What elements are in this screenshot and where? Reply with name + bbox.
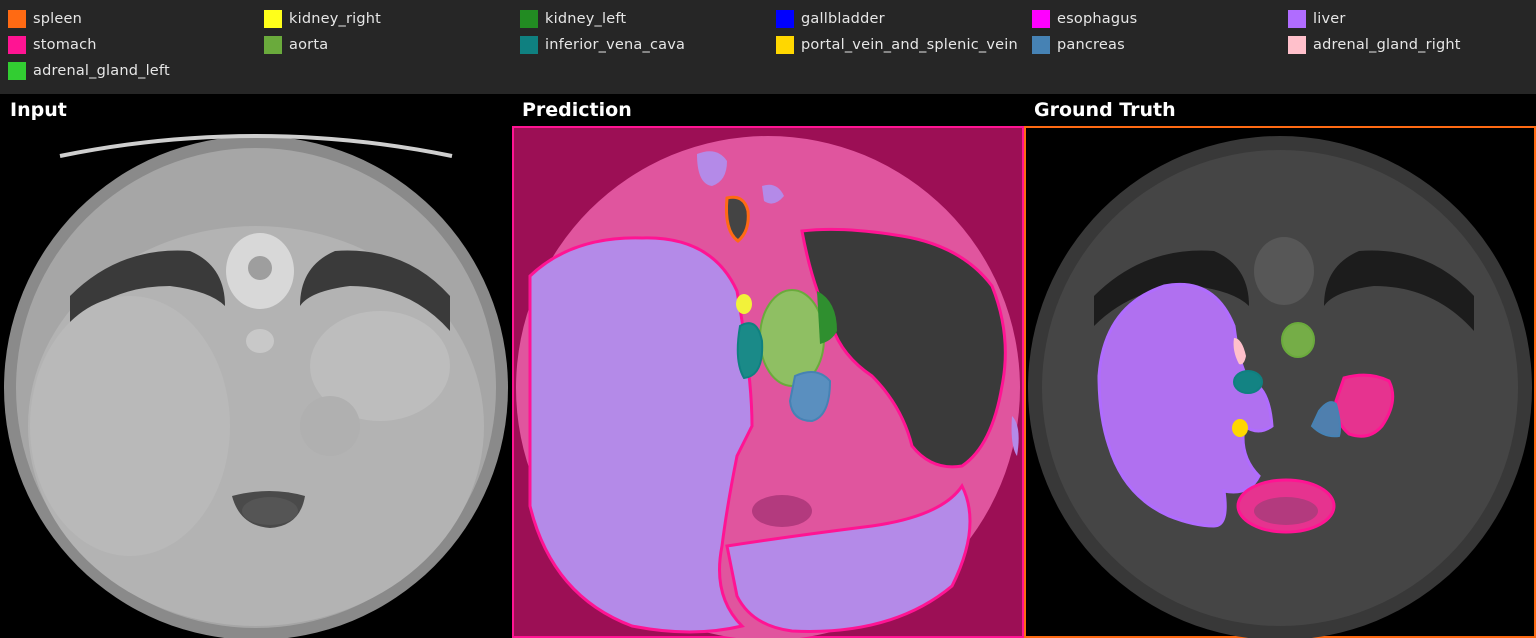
legend-label: spleen	[33, 11, 83, 27]
legend-label: portal_vein_and_splenic_vein	[801, 37, 1018, 53]
legend-swatch	[520, 36, 538, 54]
legend-label: kidney_right	[289, 11, 382, 27]
legend-swatch	[1288, 10, 1306, 28]
legend-label: gallbladder	[801, 11, 885, 27]
legend-item-portal-vein-and-splenic-vein: portal_vein_and_splenic_vein	[776, 35, 1018, 55]
ground-truth-title: Ground Truth	[1034, 99, 1176, 121]
legend-label: liver	[1313, 11, 1346, 27]
legend-item-esophagus: esophagus	[1032, 9, 1137, 29]
legend-label: stomach	[33, 37, 97, 53]
legend-item-gallbladder: gallbladder	[776, 9, 885, 29]
legend-label: pancreas	[1057, 37, 1125, 53]
legend-label: kidney_left	[545, 11, 627, 27]
ground-truth-overlay-image	[1024, 126, 1536, 638]
legend-label: esophagus	[1057, 11, 1138, 27]
legend-swatch	[8, 62, 26, 80]
legend-item-spleen: spleen	[8, 9, 82, 29]
legend-swatch	[264, 10, 282, 28]
legend-item-inferior-vena-cava: inferior_vena_cava	[520, 35, 685, 55]
legend-item-adrenal-gland-right: adrenal_gland_right	[1288, 35, 1461, 55]
legend-label: adrenal_gland_left	[33, 63, 170, 79]
legend-item-aorta: aorta	[264, 35, 328, 55]
legend-swatch	[8, 36, 26, 54]
prediction-panel	[512, 126, 1024, 638]
legend-item-kidney-left: kidney_left	[520, 9, 626, 29]
legend-swatch	[264, 36, 282, 54]
legend-item-kidney-right: kidney_right	[264, 9, 381, 29]
legend-swatch	[776, 36, 794, 54]
input-ct-image	[0, 126, 512, 638]
legend-item-pancreas: pancreas	[1032, 35, 1125, 55]
ground-truth-panel	[1024, 126, 1536, 638]
legend-label: adrenal_gland_right	[1313, 37, 1461, 53]
legend-label: inferior_vena_cava	[545, 37, 686, 53]
legend-item-liver: liver	[1288, 9, 1346, 29]
legend-item-stomach: stomach	[8, 35, 97, 55]
input-panel	[0, 126, 512, 638]
legend-swatch	[1032, 10, 1050, 28]
legend-swatch	[520, 10, 538, 28]
legend-swatch	[776, 10, 794, 28]
legend-swatch	[1032, 36, 1050, 54]
prediction-overlay-image	[512, 126, 1024, 638]
legend-item-adrenal-gland-left: adrenal_gland_left	[8, 61, 170, 81]
legend-label: aorta	[289, 37, 329, 53]
input-title: Input	[10, 99, 67, 121]
legend-swatch	[8, 10, 26, 28]
legend-swatch	[1288, 36, 1306, 54]
prediction-title: Prediction	[522, 99, 632, 121]
legend: spleen kidney_right kidney_left gallbladder…	[0, 0, 1536, 94]
